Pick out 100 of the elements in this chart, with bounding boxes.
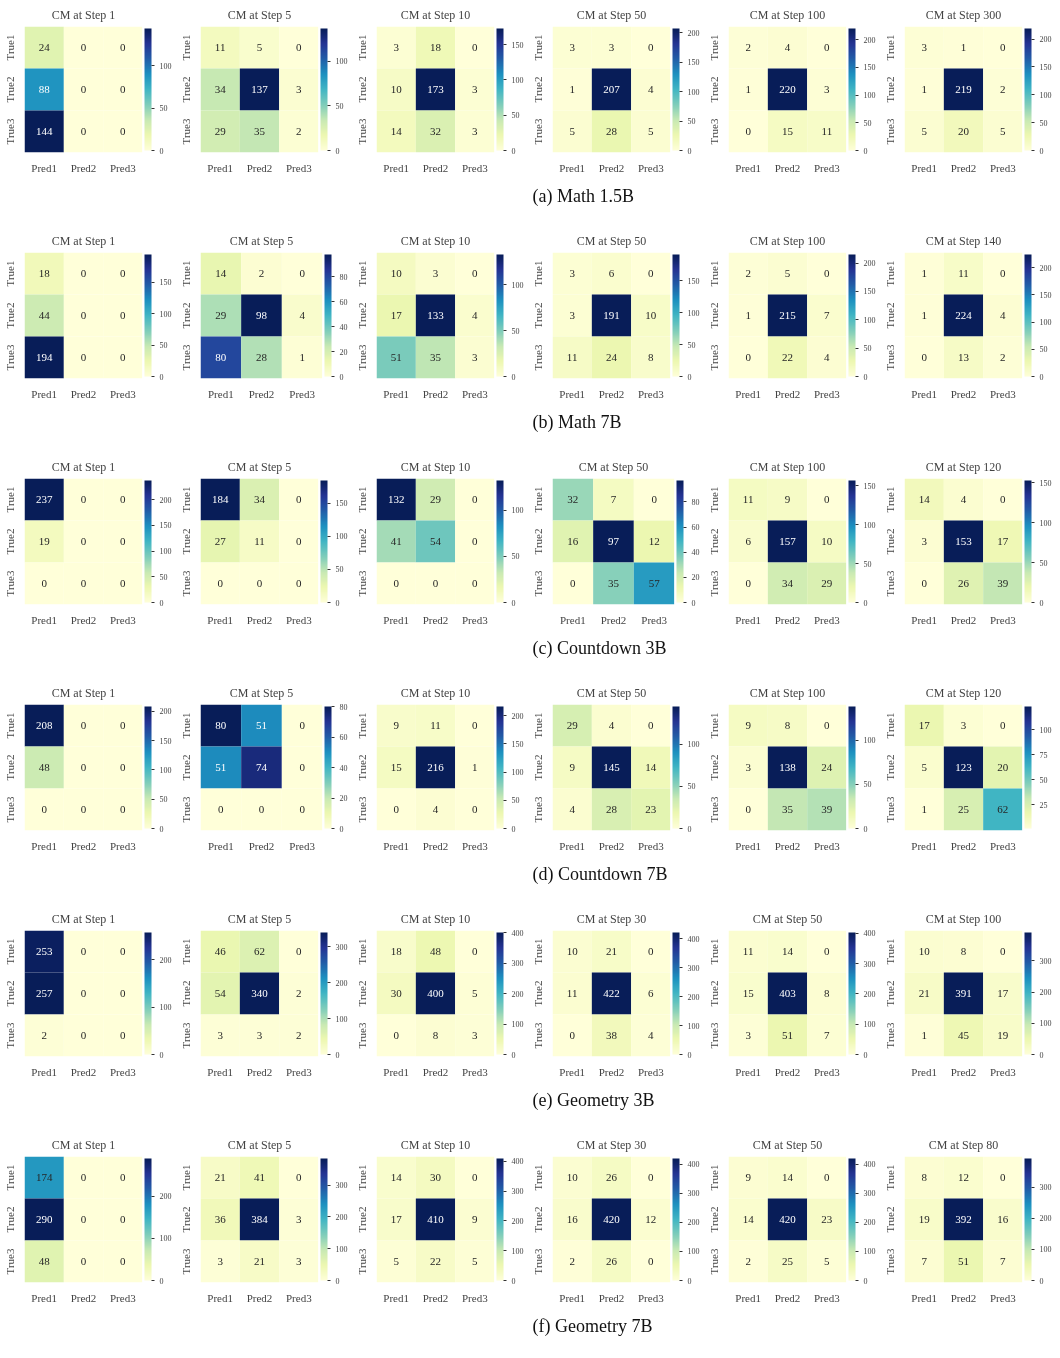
data-label: 11	[958, 267, 969, 279]
data-label: 21	[214, 1171, 226, 1183]
y-tick-label: True2	[355, 302, 368, 329]
data-label: 35	[430, 351, 442, 363]
x-tick-label: Pred1	[560, 613, 586, 626]
x-tick-label: Pred2	[598, 1291, 625, 1304]
data-label: 219	[955, 83, 973, 95]
data-label: 62	[997, 803, 1009, 815]
data-label: 0	[80, 1171, 87, 1183]
data-label: 32	[430, 125, 441, 137]
data-label: 9	[393, 719, 400, 731]
data-label: 51	[782, 1029, 793, 1041]
data-label: 57	[648, 577, 661, 589]
x-tick-label: Pred3	[110, 613, 137, 626]
color-bar-label: 100	[863, 315, 876, 325]
y-tick-label: True3	[355, 1022, 368, 1049]
data-label: 0	[80, 493, 87, 505]
y-tick-label: True3	[883, 1248, 896, 1275]
y-tick-label: True3	[707, 118, 720, 145]
x-tick-label: Pred2	[246, 1065, 273, 1078]
data-label: 51	[958, 1255, 969, 1267]
data-label: 9	[472, 1213, 479, 1225]
data-label: 26	[958, 577, 970, 589]
data-label: 0	[299, 719, 306, 731]
color-bar-label: 20	[339, 794, 348, 803]
color-bar-label: 200	[159, 707, 172, 717]
color-bar-label: 200	[687, 992, 700, 1002]
data-label: 35	[254, 125, 266, 137]
x-tick-label: Pred3	[814, 1291, 841, 1304]
data-label: 207	[603, 83, 621, 95]
data-label: 184	[211, 493, 229, 505]
data-label: 0	[1000, 945, 1007, 957]
data-label: 10	[390, 83, 403, 95]
data-label: 403	[779, 987, 797, 999]
color-bar-label: 0	[863, 824, 868, 834]
data-label: 3	[296, 1213, 303, 1225]
color-bar-label: 100	[159, 309, 172, 319]
x-tick-label: Pred3	[286, 1291, 313, 1304]
y-tick-label: True2	[707, 528, 720, 555]
data-label: 3	[296, 1255, 303, 1267]
x-tick-label: Pred1	[208, 839, 234, 852]
x-tick-label: Pred3	[638, 161, 665, 174]
data-label: 3	[960, 719, 967, 731]
y-tick-label: True2	[355, 980, 368, 1007]
chart-title: CM at Step 50	[576, 7, 647, 22]
x-tick-label: Pred2	[246, 613, 273, 626]
x-tick-label: Pred2	[248, 387, 275, 400]
data-label: 20	[997, 761, 1009, 773]
chart-title: CM at Step 300	[925, 7, 1002, 22]
data-label: 4	[608, 719, 615, 731]
data-label: 420	[779, 1213, 797, 1225]
color-bar-label: 150	[1039, 62, 1052, 72]
x-tick-label: Pred3	[814, 387, 841, 400]
y-tick-label: True3	[531, 796, 544, 823]
y-tick-label: True2	[3, 76, 16, 103]
color-bar-label: 150	[511, 739, 524, 749]
color-bar-label: 300	[687, 963, 700, 973]
data-label: 19	[38, 535, 51, 547]
data-label: 5	[921, 761, 928, 773]
x-tick-label: Pred2	[600, 613, 627, 626]
y-tick-label: True2	[883, 1206, 896, 1233]
text: (b) Math 7B	[532, 411, 622, 433]
y-tick-label: True1	[3, 712, 16, 739]
x-tick-label: Pred3	[462, 839, 489, 852]
data-label: 0	[120, 1213, 127, 1225]
color-bar-label: 400	[511, 928, 524, 938]
x-tick-label: Pred3	[638, 839, 665, 852]
data-label: 12	[648, 535, 660, 547]
data-label: 14	[215, 267, 227, 279]
data-label: 11	[821, 125, 833, 137]
color-bar-label: 50	[1039, 775, 1048, 785]
data-label: 97	[608, 535, 620, 547]
y-tick-label: True2	[179, 302, 192, 329]
color-bar-label: 100	[511, 75, 524, 85]
y-tick-label: True2	[883, 528, 896, 555]
color-bar-label: 80	[691, 497, 700, 507]
color-bar-label: 100	[159, 765, 172, 775]
data-label: 2	[1000, 83, 1006, 95]
color-bar-label: 0	[863, 372, 868, 382]
y-tick-label: True2	[355, 528, 368, 555]
data-label: 410	[427, 1213, 445, 1225]
y-tick-label: True1	[883, 1164, 896, 1191]
chart-title: CM at Step 100	[749, 685, 826, 700]
data-label: 62	[254, 945, 265, 957]
data-label: 0	[120, 83, 127, 95]
color-bar-label: 100	[1039, 518, 1052, 528]
data-label: 48	[38, 1255, 51, 1267]
data-label: 0	[120, 577, 127, 589]
data-label: 1	[921, 267, 927, 279]
data-label: 0	[41, 803, 48, 815]
y-tick-label: True3	[3, 570, 16, 597]
x-tick-label: Pred1	[911, 839, 938, 852]
x-tick-label: Pred3	[638, 1065, 665, 1078]
data-label: 3	[745, 1029, 752, 1041]
data-label: 51	[215, 761, 227, 773]
color-bar-label: 100	[511, 768, 524, 778]
data-label: 10	[566, 1171, 579, 1183]
data-label: 9	[745, 719, 752, 731]
chart-title: CM at Step 120	[925, 459, 1002, 474]
color-bar-label: 150	[335, 499, 348, 509]
